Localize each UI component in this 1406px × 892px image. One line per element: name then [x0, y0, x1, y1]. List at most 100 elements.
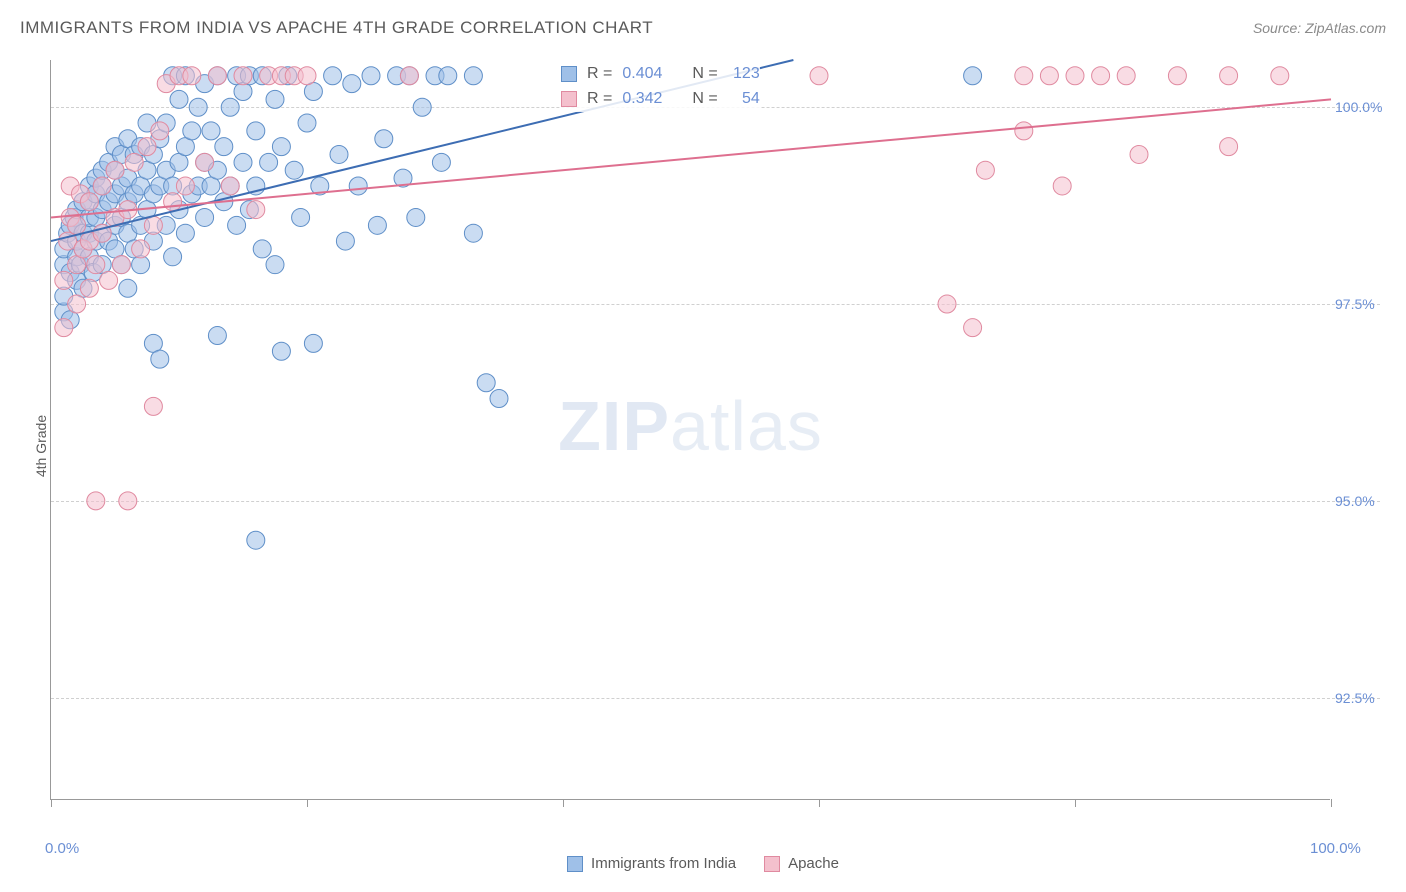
- stats-n-value: 54: [728, 87, 760, 112]
- data-point-apache: [400, 67, 418, 85]
- stats-row-apache: R =0.342N =54: [561, 87, 760, 112]
- data-point-apache: [151, 122, 169, 140]
- data-point-india: [292, 208, 310, 226]
- data-point-apache: [80, 279, 98, 297]
- data-point-apache: [164, 193, 182, 211]
- data-point-india: [362, 67, 380, 85]
- data-point-apache: [55, 271, 73, 289]
- data-point-apache: [1168, 67, 1186, 85]
- legend-label-apache: Apache: [788, 855, 839, 872]
- data-point-apache: [1117, 67, 1135, 85]
- y-tick-label: 97.5%: [1335, 296, 1390, 312]
- x-tick: [307, 799, 308, 807]
- data-point-apache: [176, 177, 194, 195]
- data-point-india: [298, 114, 316, 132]
- data-point-india: [221, 98, 239, 116]
- x-tick: [819, 799, 820, 807]
- data-point-apache: [1040, 67, 1058, 85]
- stats-swatch-apache: [561, 91, 577, 107]
- stats-n-label: N =: [692, 62, 717, 87]
- data-point-india: [170, 90, 188, 108]
- data-point-india: [253, 240, 271, 258]
- data-point-india: [260, 153, 278, 171]
- chart-header: IMMIGRANTS FROM INDIA VS APACHE 4TH GRAD…: [20, 18, 1386, 38]
- legend-swatch-india: [567, 856, 583, 872]
- data-point-apache: [100, 271, 118, 289]
- data-point-apache: [938, 295, 956, 313]
- data-point-apache: [93, 177, 111, 195]
- data-point-india: [247, 531, 265, 549]
- data-point-apache: [119, 492, 137, 510]
- data-point-india: [215, 138, 233, 156]
- data-point-apache: [208, 67, 226, 85]
- stats-r-label: R =: [587, 62, 612, 87]
- x-tick: [1075, 799, 1076, 807]
- scatter-svg: [51, 60, 1330, 799]
- data-point-india: [285, 161, 303, 179]
- stats-n-value: 123: [728, 62, 760, 87]
- data-point-india: [266, 256, 284, 274]
- data-point-apache: [196, 153, 214, 171]
- data-point-india: [196, 208, 214, 226]
- data-point-india: [464, 224, 482, 242]
- legend: Immigrants from India Apache: [0, 855, 1406, 872]
- data-point-india: [272, 138, 290, 156]
- data-point-india: [330, 145, 348, 163]
- data-point-india: [304, 334, 322, 352]
- data-point-india: [119, 279, 137, 297]
- data-point-apache: [976, 161, 994, 179]
- data-point-apache: [1271, 67, 1289, 85]
- chart-title: IMMIGRANTS FROM INDIA VS APACHE 4TH GRAD…: [20, 18, 653, 38]
- data-point-apache: [68, 295, 86, 313]
- y-tick-label: 92.5%: [1335, 690, 1390, 706]
- data-point-india: [343, 75, 361, 93]
- x-tick: [563, 799, 564, 807]
- data-point-apache: [1220, 138, 1238, 156]
- data-point-india: [151, 350, 169, 368]
- data-point-india: [189, 98, 207, 116]
- stats-n-label: N =: [692, 87, 717, 112]
- stats-r-label: R =: [587, 87, 612, 112]
- data-point-india: [336, 232, 354, 250]
- data-point-india: [202, 122, 220, 140]
- stats-r-value: 0.404: [622, 62, 662, 87]
- data-point-india: [432, 153, 450, 171]
- data-point-apache: [68, 216, 86, 234]
- data-point-india: [464, 67, 482, 85]
- data-point-apache: [106, 161, 124, 179]
- stats-box: R =0.404N =123R =0.342N =54: [561, 62, 760, 112]
- legend-label-india: Immigrants from India: [591, 855, 736, 872]
- data-point-apache: [55, 319, 73, 337]
- data-point-india: [349, 177, 367, 195]
- y-tick-label: 95.0%: [1335, 493, 1390, 509]
- data-point-apache: [183, 67, 201, 85]
- data-point-india: [247, 122, 265, 140]
- data-point-india: [407, 208, 425, 226]
- data-point-apache: [1015, 67, 1033, 85]
- data-point-india: [234, 153, 252, 171]
- data-point-india: [324, 67, 342, 85]
- data-point-india: [164, 248, 182, 266]
- legend-swatch-apache: [764, 856, 780, 872]
- data-point-apache: [144, 397, 162, 415]
- plot-area: 92.5%95.0%97.5%100.0% ZIPatlas R =0.404N…: [50, 60, 1330, 800]
- data-point-apache: [80, 193, 98, 211]
- data-point-apache: [1066, 67, 1084, 85]
- data-point-apache: [221, 177, 239, 195]
- data-point-india: [228, 216, 246, 234]
- data-point-apache: [964, 319, 982, 337]
- data-point-apache: [112, 256, 130, 274]
- data-point-india: [368, 216, 386, 234]
- x-tick: [51, 799, 52, 807]
- data-point-india: [964, 67, 982, 85]
- data-point-india: [490, 390, 508, 408]
- data-point-india: [176, 224, 194, 242]
- data-point-apache: [1130, 145, 1148, 163]
- data-point-apache: [132, 240, 150, 258]
- data-point-india: [477, 374, 495, 392]
- data-point-apache: [125, 153, 143, 171]
- stats-swatch-india: [561, 66, 577, 82]
- data-point-apache: [1015, 122, 1033, 140]
- y-tick-label: 100.0%: [1335, 99, 1390, 115]
- data-point-apache: [87, 256, 105, 274]
